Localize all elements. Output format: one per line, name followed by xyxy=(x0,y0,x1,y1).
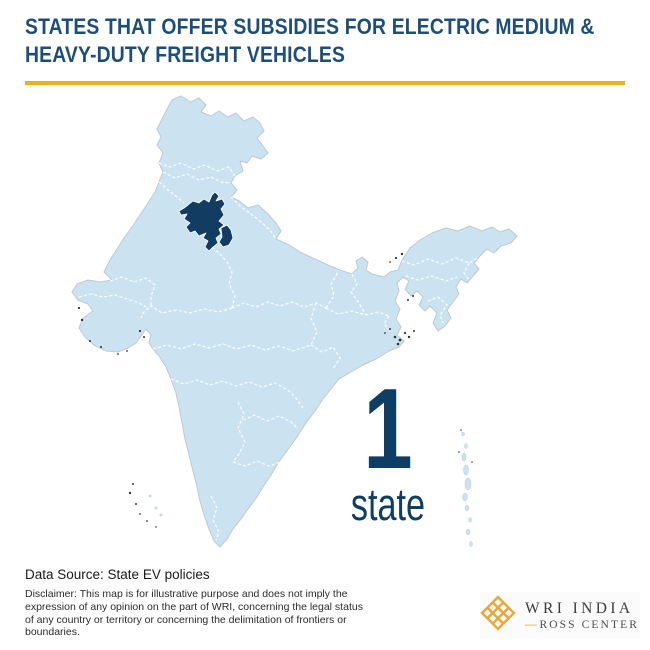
wri-india-wordmark: WRI INDIA xyxy=(525,599,634,617)
wri-weave-icon xyxy=(480,594,516,636)
state-count-label: state xyxy=(350,479,426,531)
disclaimer-text: Disclaimer: This map is for illustrative… xyxy=(25,588,363,639)
highlighted-state-lobe xyxy=(218,224,234,248)
logo-dash: — xyxy=(525,618,537,631)
highlighted-state-shape xyxy=(178,191,226,252)
wri-logo-text: WRI INDIA — ROSS CENTER xyxy=(525,600,639,631)
page-title-line1: STATES THAT OFFER SUBSIDIES FOR ELECTRIC… xyxy=(25,14,595,39)
ross-center-wordmark: — ROSS CENTER xyxy=(525,619,639,631)
andaman-islands-icon xyxy=(461,431,473,547)
title-underline-rule xyxy=(25,81,625,85)
state-count-number: 1 xyxy=(363,366,413,493)
page-title: STATES THAT OFFER SUBSIDIES FOR ELECTRIC… xyxy=(25,13,627,69)
coastal-specks xyxy=(77,252,473,463)
ross-center-label: ROSS CENTER xyxy=(539,618,639,631)
data-source-text: Data Source: State EV policies xyxy=(25,567,210,582)
page-title-line2: HEAVY-DUTY FREIGHT VEHICLES xyxy=(25,41,346,67)
india-mainland-shape xyxy=(71,95,518,548)
lakshadweep-islands-icon xyxy=(128,483,163,528)
wri-india-logo: WRI INDIA — ROSS CENTER xyxy=(480,592,640,638)
state-count-stat: 1 state xyxy=(328,366,448,531)
